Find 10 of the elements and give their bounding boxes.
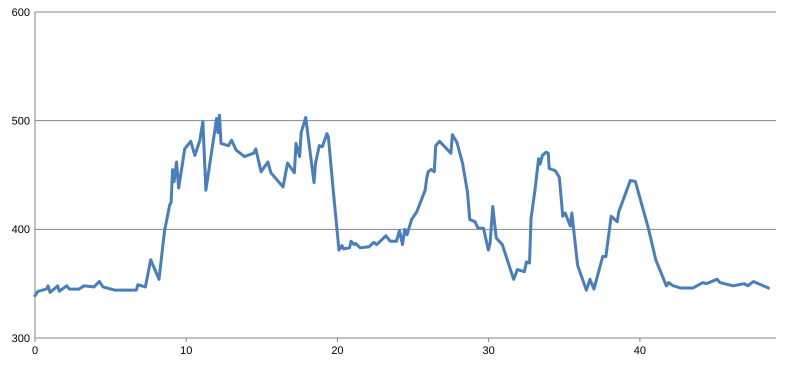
y-tick-label: 500 [12,116,30,128]
x-tick-label: 30 [482,345,495,357]
x-tick-label: 40 [634,345,646,357]
x-tick-label: 20 [331,345,344,357]
y-tick-label: 600 [12,6,30,19]
x-tick-label: 0 [32,345,38,357]
y-tick-label: 300 [12,332,30,345]
line-series [34,114,770,298]
y-tick-label: 400 [12,224,30,236]
x-tick-label: 10 [180,345,192,357]
